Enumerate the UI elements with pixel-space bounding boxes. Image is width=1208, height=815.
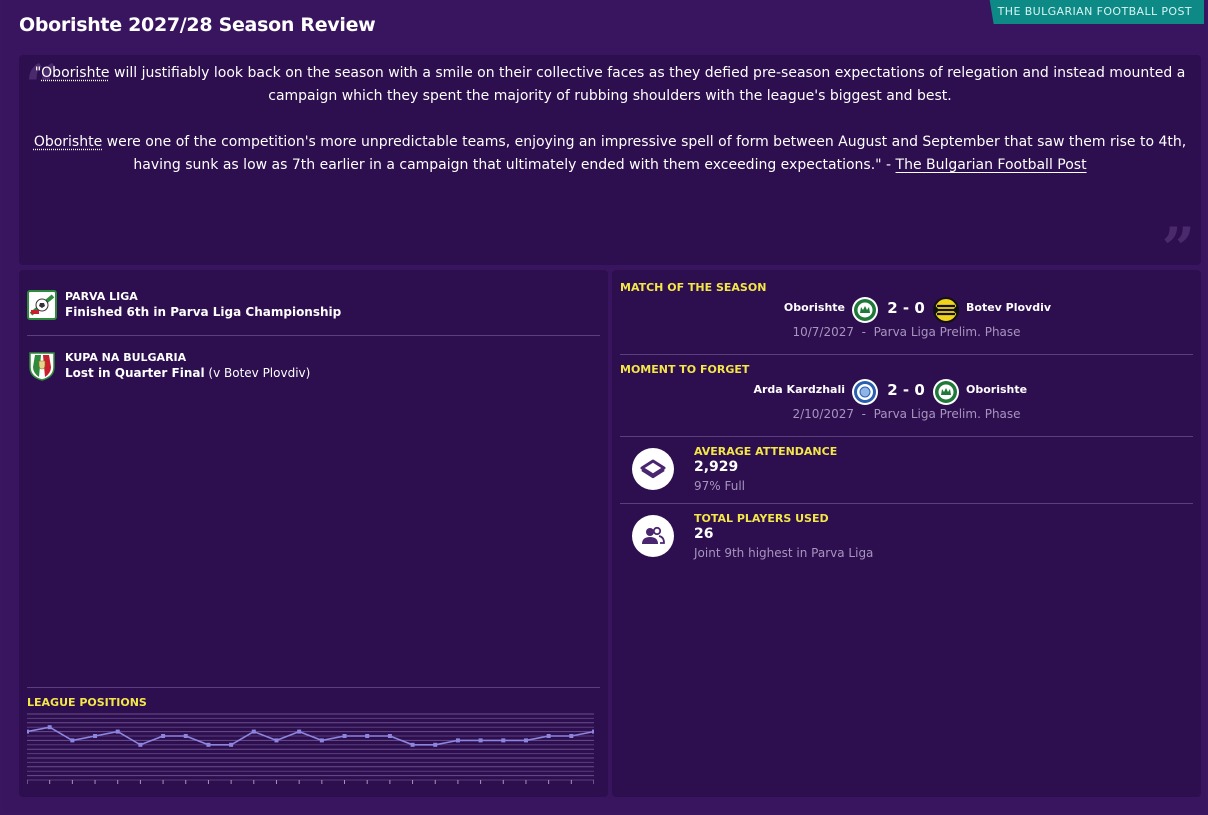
league-position-point[interactable] [27,729,29,734]
match-of-season-details: 10/7/2027 - Parva Liga Prelim. Phase [792,325,1021,339]
league-position-point[interactable] [47,725,52,730]
players-used-label: TOTAL PLAYERS USED [694,512,829,525]
quote-box: “ ” "Oborishte will justifiably look bac… [19,52,1201,278]
league-position-point[interactable] [251,729,256,734]
league-position-point[interactable] [206,742,211,747]
match-of-season-fixture[interactable]: Oborishte 2 - 0 Botev Plovdiv [612,296,1201,324]
league-position-point[interactable] [455,738,460,743]
match-score: 2 - 0 [887,381,925,399]
moment-to-forget-title: MOMENT TO FORGET [620,363,750,376]
quote-paragraph-2: Oborishte were one of the competition's … [33,134,1187,173]
highlights-panel: MATCH OF THE SEASON Oborishte 2 - 0 Bote… [612,270,1201,797]
divider [620,354,1193,355]
team-link[interactable]: Oborishte [33,134,103,150]
league-position-point[interactable] [297,729,302,734]
league-position-point[interactable] [387,734,392,738]
away-team[interactable]: Oborishte [966,383,1028,396]
attendance-label: AVERAGE ATTENDANCE [694,445,838,458]
players-icon [632,515,674,557]
parva-liga-logo-icon [27,290,57,320]
league-position-point[interactable] [342,734,347,738]
competition-parva-liga[interactable]: PARVA LIGA Finished 6th in Parva Liga Ch… [27,290,600,322]
team-link[interactable]: Oborishte [41,65,110,81]
match-of-season-title: MATCH OF THE SEASON [620,281,767,294]
league-position-point[interactable] [70,738,75,743]
divider [620,436,1193,437]
competition-result: Lost in Quarter Final (v Botev Plovdiv) [65,366,311,380]
league-position-point[interactable] [478,738,483,743]
players-used-sub: Joint 9th highest in Parva Liga [694,546,874,560]
moment-to-forget-fixture[interactable]: Arda Kardzhali 2 - 0 Oborishte [612,378,1201,406]
moment-to-forget-details: 2/10/2027 - Parva Liga Prelim. Phase [792,407,1021,421]
divider [27,687,600,688]
competitions-panel: PARVA LIGA Finished 6th in Parva Liga Ch… [19,270,608,797]
competition-result: Finished 6th in Parva Liga Championship [65,305,342,319]
oborishte-badge-icon [852,297,878,323]
league-position-point[interactable] [410,742,415,747]
league-position-point[interactable] [93,734,98,738]
league-positions-chart [27,713,594,784]
players-used-value: 26 [694,526,714,542]
divider [620,503,1193,504]
source-tag[interactable]: THE BULGARIAN FOOTBALL POST [989,0,1204,24]
league-position-point[interactable] [115,729,120,734]
kupa-na-bulgaria-logo-icon [29,352,55,381]
arda-kardzhali-badge-icon [852,379,878,405]
league-position-point[interactable] [546,734,551,738]
page-title: Oborishte 2027/28 Season Review [19,14,376,36]
match-score: 2 - 0 [887,299,925,317]
home-team[interactable]: Arda Kardzhali [753,383,845,396]
quote-close-icon: ” [1161,215,1195,283]
league-position-point[interactable] [183,734,188,738]
away-team[interactable]: Botev Plovdiv [966,301,1052,314]
quote-open-icon: “ [25,52,59,120]
attendance-sub: 97% Full [694,479,746,493]
home-team[interactable]: Oborishte [783,301,845,314]
source-link[interactable]: The Bulgarian Football Post [895,157,1087,173]
divider [27,335,600,336]
oborishte-badge-icon [933,379,959,405]
league-position-point[interactable] [501,738,506,743]
league-position-point[interactable] [365,734,370,738]
competition-kupa-na-bulgaria[interactable]: KUPA NA BULGARIA Lost in Quarter Final (… [27,351,600,383]
stadium-icon [632,448,674,490]
league-positions-title: LEAGUE POSITIONS [27,696,147,709]
league-position-point[interactable] [229,742,234,747]
attendance-value: 2,929 [694,459,739,475]
league-position-point[interactable] [138,742,143,747]
quote-paragraph-1: "Oborishte will justifiably look back on… [34,65,1186,104]
league-position-point[interactable] [433,742,438,747]
league-position-line [27,726,594,746]
league-position-point[interactable] [161,734,166,738]
league-position-point[interactable] [523,738,528,743]
botev-plovdiv-badge-icon [933,297,959,323]
league-position-point[interactable] [319,738,324,743]
league-position-point[interactable] [569,734,574,738]
league-position-point[interactable] [274,738,279,743]
league-position-point[interactable] [592,729,594,734]
competition-name: PARVA LIGA [65,290,138,303]
quote-text: "Oborishte will justifiably look back on… [19,62,1201,200]
competition-name: KUPA NA BULGARIA [65,351,187,364]
